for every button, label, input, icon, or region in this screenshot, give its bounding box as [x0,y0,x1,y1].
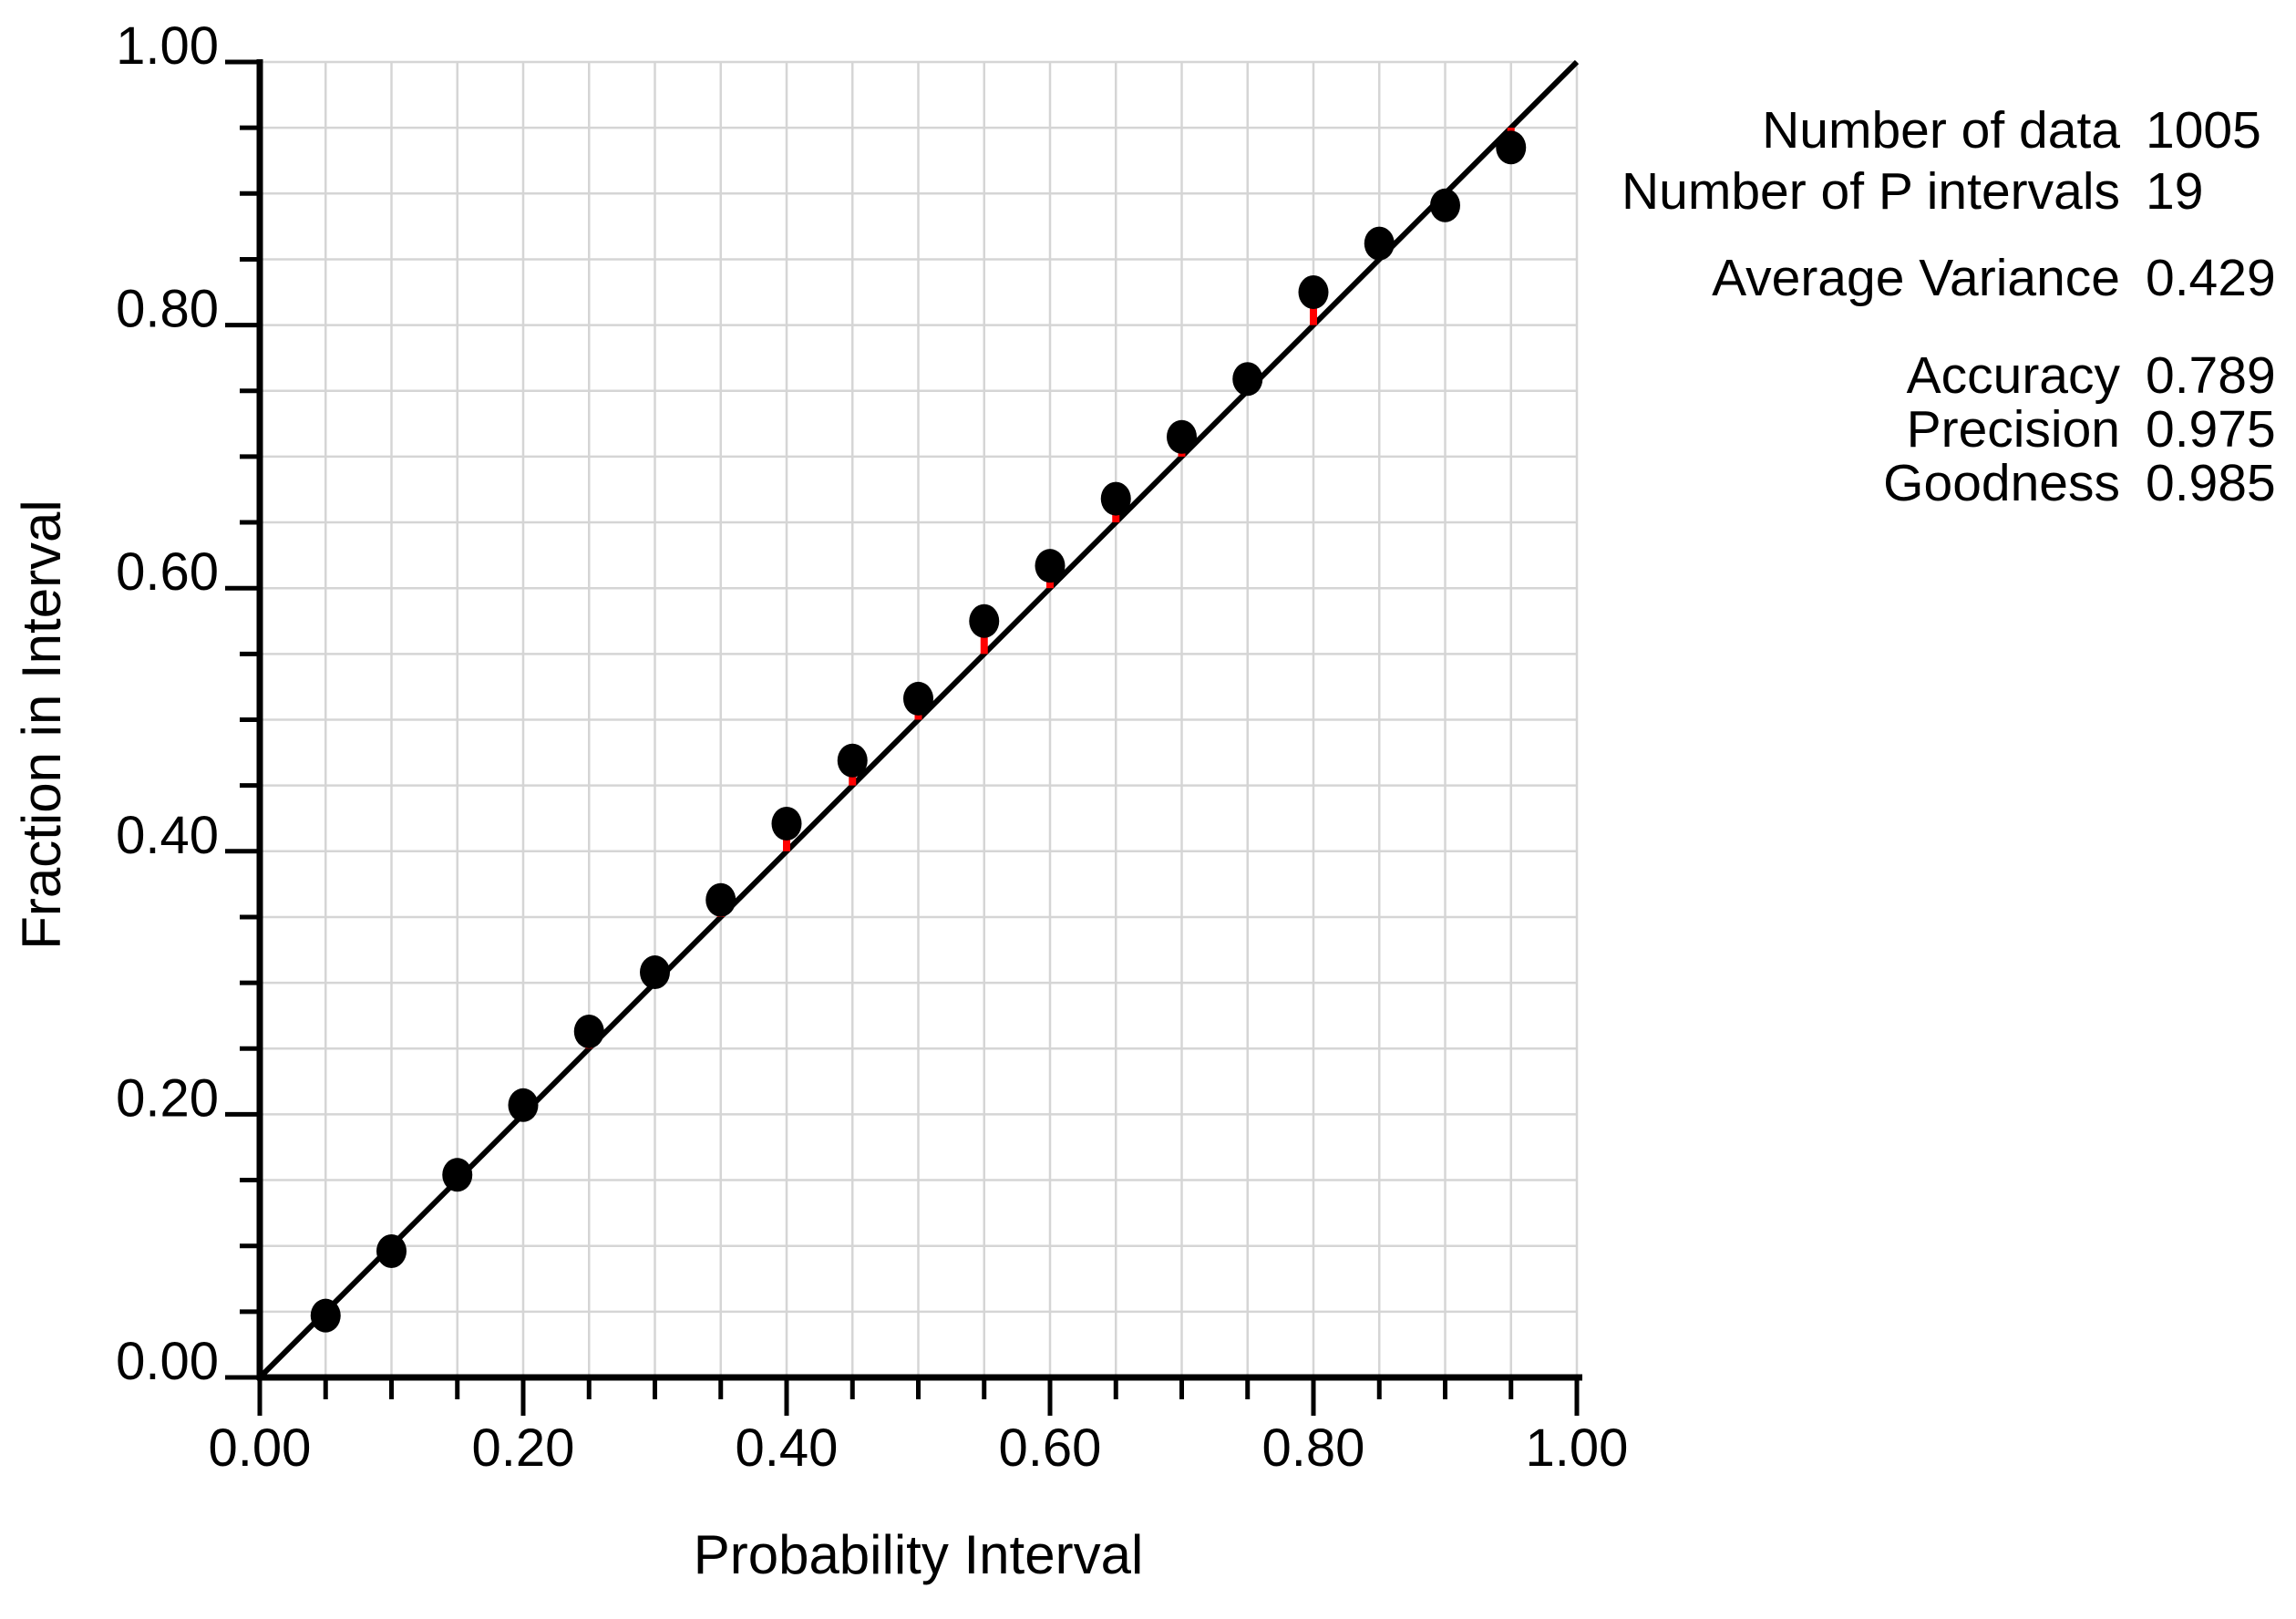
data-point [903,681,933,716]
data-point [310,1298,341,1333]
data-point [1298,275,1329,310]
data-point [1364,226,1395,261]
stat-row-average-variance: Average Variance 0.429 [1185,248,2296,308]
data-point [508,1088,539,1122]
axis-ticks [225,59,1580,1416]
stat-label: Number of P intervals [1621,162,2120,221]
data-point [771,806,802,840]
stat-value: 0.975 [2146,400,2276,459]
stat-value: 0.789 [2146,346,2276,405]
x-tick-label: 0.40 [736,1418,839,1478]
data-point [705,882,736,917]
stat-row-precision: Precision 0.975 [1185,399,2296,459]
data-point [1167,419,1197,454]
stat-row-goodness: Goodness 0.985 [1185,453,2296,513]
stat-value: 1005 [2146,101,2261,160]
data-point [640,955,670,990]
y-tick-label: 0.20 [116,1068,219,1128]
x-tick-label: 0.60 [999,1418,1102,1478]
data-point [573,1014,604,1048]
y-tick-label: 0.60 [116,542,219,602]
stat-label: Number of data [1762,101,2120,160]
data-point [1496,130,1527,165]
y-tick-label: 0.40 [116,806,219,865]
x-tick-label: 0.20 [472,1418,575,1478]
x-tick-label: 1.00 [1526,1418,1629,1478]
y-axis-title: Fraction in Interval [11,500,72,950]
y-tick-label: 0.80 [116,280,219,339]
data-point [442,1158,473,1192]
y-tick-label: 1.00 [116,16,219,76]
tick-labels: 0.00 0.20 0.40 0.60 0.80 1.00 0.00 0.20 0.40 0.60… [116,16,1628,1478]
grid-lines [260,60,1579,1377]
data-point [1100,481,1131,516]
data-point [1430,188,1460,222]
data-point [837,743,868,778]
stat-label: Precision [1906,400,2120,459]
x-tick-label: 0.00 [209,1418,312,1478]
y-tick-label: 0.00 [116,1332,219,1391]
stat-value: 19 [2146,162,2204,221]
stat-value: 0.985 [2146,454,2276,512]
stat-value: 0.429 [2146,249,2276,307]
stat-row-number-of-p-intervals: Number of P intervals 19 [1185,161,2296,222]
data-point [1232,362,1263,397]
stat-label: Accuracy [1906,346,2120,405]
data-points [310,130,1527,1333]
data-point [376,1233,407,1268]
stat-row-accuracy: Accuracy 0.789 [1185,345,2296,406]
x-axis-title: Probability Interval [693,1524,1144,1585]
stat-label: Goodness [1883,454,2120,512]
x-tick-label: 0.80 [1262,1418,1365,1478]
stat-row-number-of-data: Number of data 1005 [1185,100,2296,160]
stat-label: Average Variance [1712,249,2120,307]
data-point [1035,549,1066,583]
data-point [969,603,1000,638]
